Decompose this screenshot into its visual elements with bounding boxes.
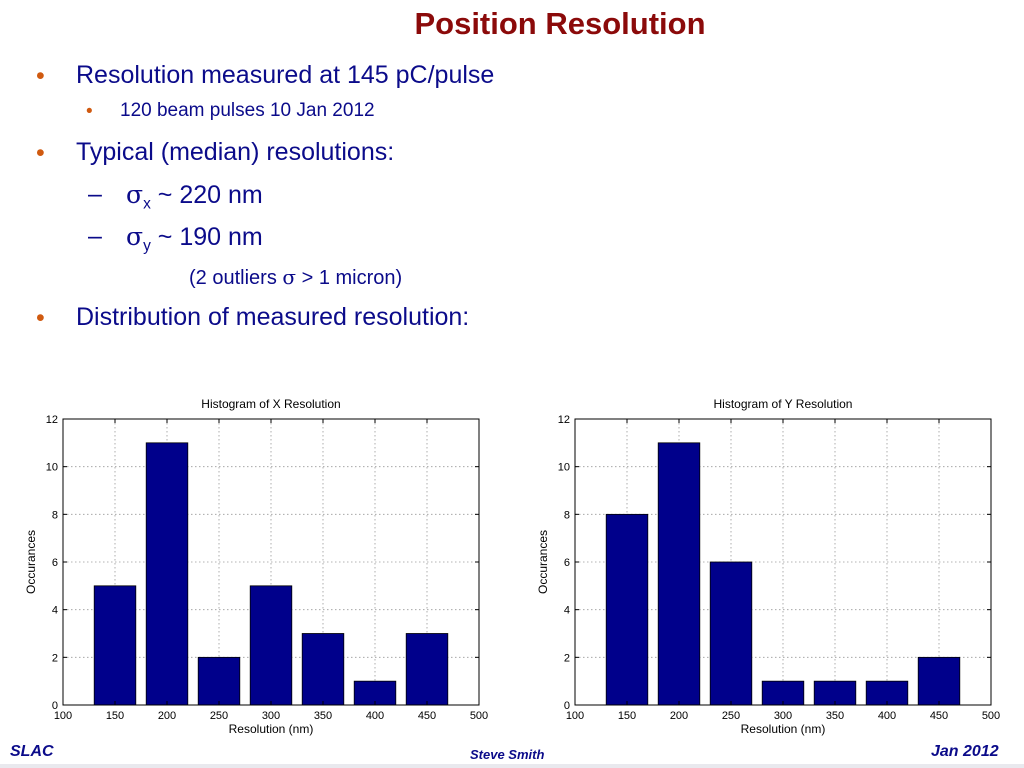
histogram-bar [197,656,241,706]
x-axis-label: Resolution (nm) [229,722,314,736]
sigma-y-value: ~ 190 nm [150,223,263,251]
sigma-y-subscript: y [143,237,151,255]
y-tick-label: 10 [46,462,58,474]
bullet-dot: • [36,139,45,167]
slide-title: Position Resolution [414,6,706,41]
sigma-x-value: ~ 220 nm [150,181,263,209]
bullet-dot: • [36,304,45,332]
bullet-dot: • [86,101,93,122]
outlier-note-start: (2 outliers [189,267,283,289]
x-tick-label: 350 [826,710,844,722]
dash-marker: – [88,180,102,208]
x-axis-label: Resolution (nm) [741,722,826,736]
x-tick-label: 350 [314,710,332,722]
histogram-bar [405,633,449,706]
footer-author: Steve Smith [470,747,545,762]
histogram-y-chart: 100 150 200 250 300 350 400 450 500 0 2 4 6 8 10 12 Hist… [536,397,1000,736]
y-tick-label: 0 [52,700,58,712]
y-tick-label: 6 [52,557,58,569]
bullet-distribution: Distribution of measured resolution: [76,303,470,331]
chart-title: Histogram of X Resolution [201,397,340,411]
sigma-y-line: σy ~ 190 nm [126,222,263,255]
histogram-bar [657,442,701,706]
y-tick-label: 6 [564,557,570,569]
x-tick-label: 150 [106,710,124,722]
sigma-y-symbol: σ [126,222,144,251]
x-tick-label: 400 [878,710,896,722]
y-tick-label: 0 [564,700,570,712]
sigma-x-symbol: σ [126,180,144,209]
outlier-note-end: > 1 micron) [296,267,403,289]
x-tick-label: 300 [774,710,792,722]
footer-date: Jan 2012 [931,743,999,760]
histogram-bar [249,585,293,706]
x-tick-label: 500 [470,710,488,722]
y-axis-label: Occurances [536,530,550,594]
sigma-x-line: σx ~ 220 nm [126,180,263,213]
y-tick-label: 10 [558,462,570,474]
y-tick-label: 4 [52,605,58,617]
outlier-sigma-symbol: σ [282,265,297,289]
histogram-bar [93,585,137,706]
dash-marker: – [88,222,102,250]
x-tick-label: 450 [930,710,948,722]
y-tick-label: 2 [564,652,570,664]
outlier-note: (2 outliers σ > 1 micron) [189,265,402,290]
x-tick-label: 100 [54,710,72,722]
x-tick-label: 150 [618,710,636,722]
x-tick-label: 250 [210,710,228,722]
y-tick-label: 12 [46,414,58,426]
histogram-bar [917,656,961,706]
x-tick-label: 100 [566,710,584,722]
x-tick-label: 200 [670,710,688,722]
footer-org: SLAC [10,743,54,760]
y-tick-label: 2 [52,652,58,664]
y-tick-label: 4 [564,605,570,617]
histogram-bar [709,561,753,706]
x-tick-label: 200 [158,710,176,722]
bullet-dot: • [36,62,45,90]
x-tick-label: 400 [366,710,384,722]
footer-rule [0,764,1024,768]
y-axis-label: Occurances [24,530,38,594]
subbullet-beam-pulses: 120 beam pulses 10 Jan 2012 [120,100,375,121]
x-tick-label: 250 [722,710,740,722]
histogram-x-chart: 100 150 200 250 300 350 400 450 500 0 2 4 6 8 10 12 Hist… [24,397,488,736]
x-tick-label: 450 [418,710,436,722]
histogram-bar [145,442,189,706]
y-tick-label: 8 [52,509,58,521]
histogram-bar [301,633,345,706]
x-tick-label: 500 [982,710,1000,722]
chart-title: Histogram of Y Resolution [714,397,853,411]
y-tick-label: 8 [564,509,570,521]
bullet-resolution-measured: Resolution measured at 145 pC/pulse [76,61,495,89]
y-tick-label: 12 [558,414,570,426]
sigma-x-subscript: x [143,195,151,213]
x-tick-label: 300 [262,710,280,722]
bullet-typical-resolutions: Typical (median) resolutions: [76,138,395,166]
histogram-bar [605,513,649,706]
